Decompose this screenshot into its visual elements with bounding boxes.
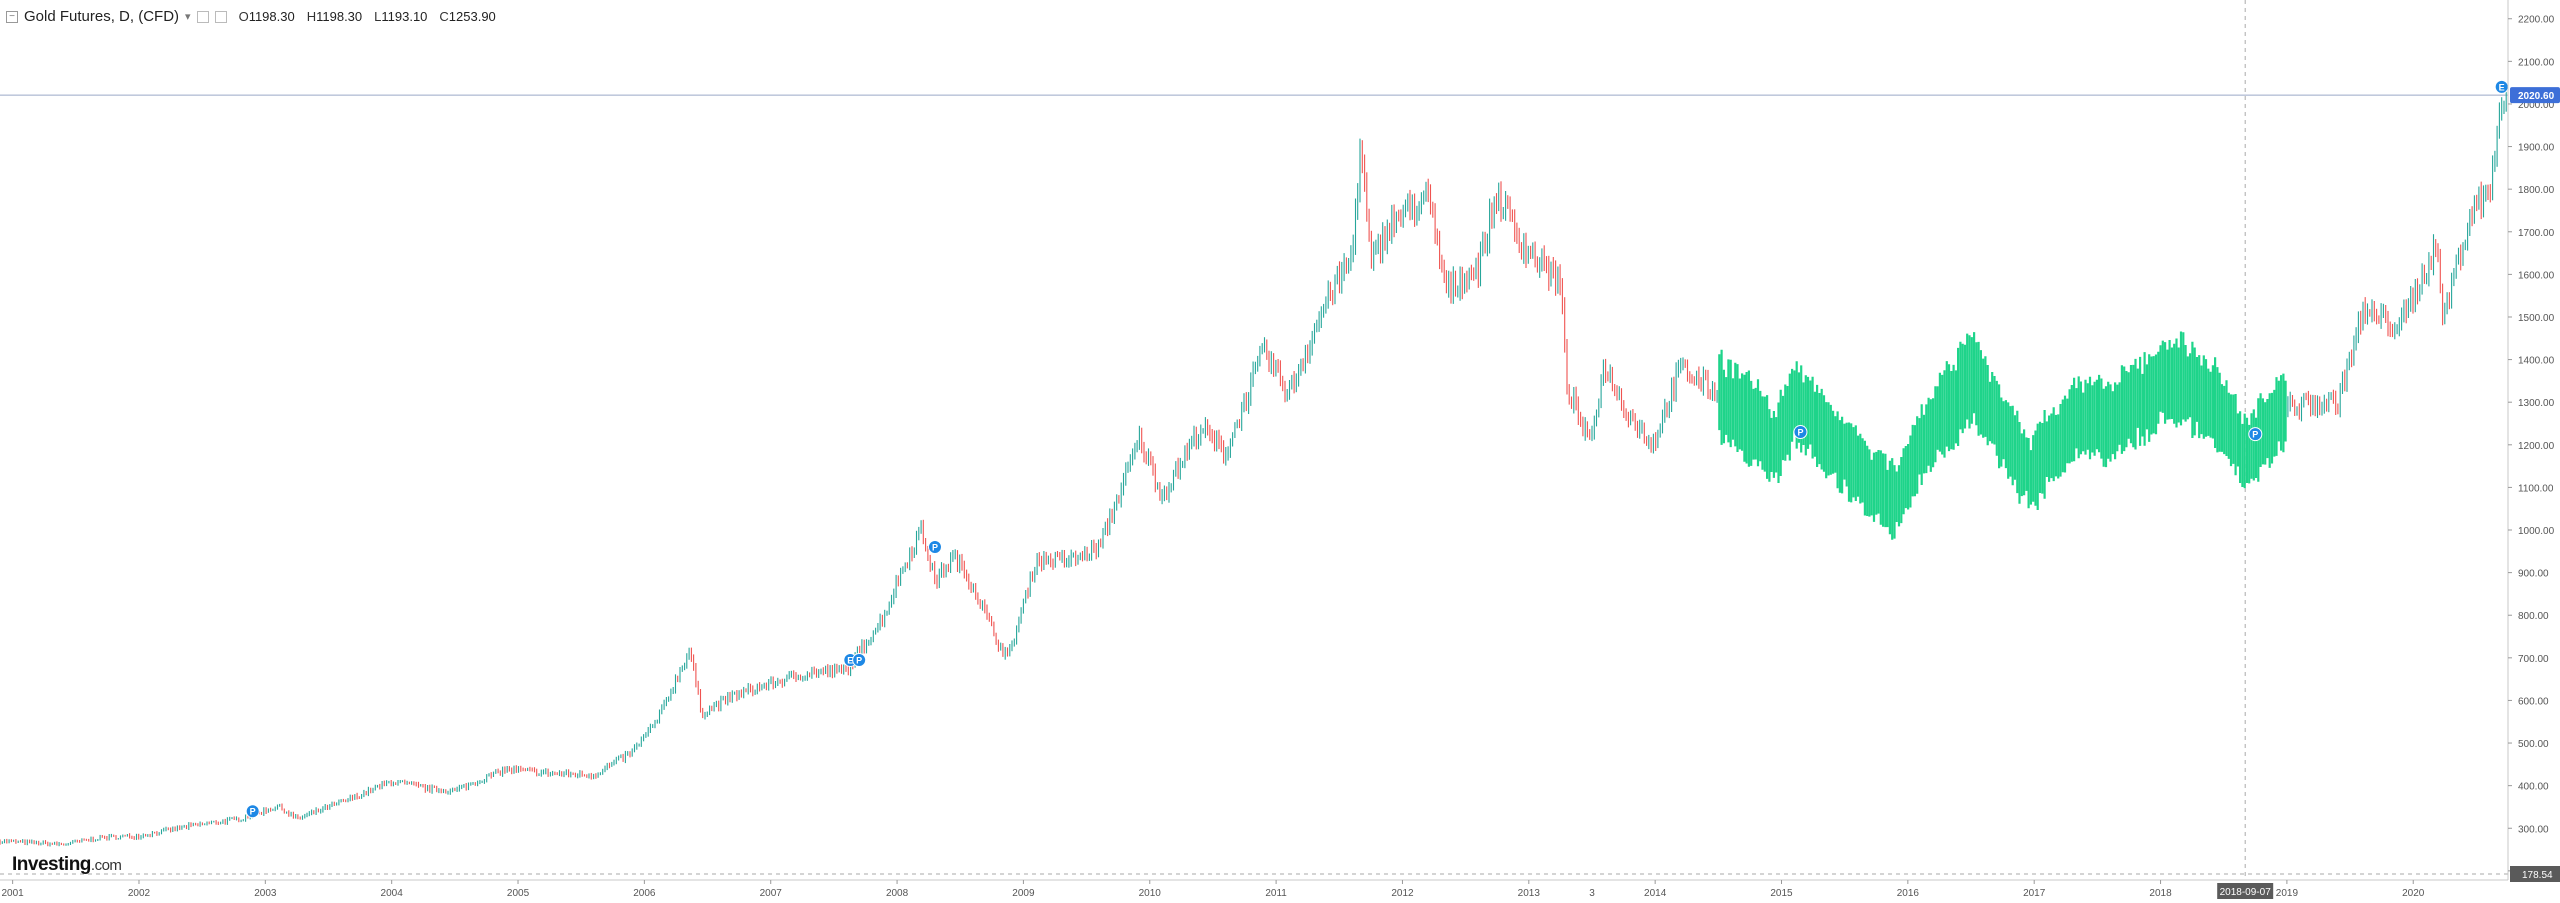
price-tick-label: 1400.00 [2518,356,2555,367]
current-price-label: 2020.60 [2518,91,2555,102]
dropdown-icon[interactable]: ▾ [185,11,191,23]
time-tick-label: 2002 [128,888,151,899]
price-tick-label: 2200.00 [2518,15,2555,26]
time-tick-label: 2009 [1012,888,1035,899]
price-tick-label: 1300.00 [2518,398,2555,409]
time-tick-label: 2017 [2023,888,2046,899]
time-tick-label: 2008 [886,888,909,899]
price-tick-label: 400.00 [2518,782,2549,793]
time-tick-label: 2012 [1391,888,1414,899]
candlestick-series [0,90,2507,847]
price-tick-label: 2000.00 [2518,100,2555,111]
event-marker-label: E [847,655,853,665]
crosshair-date-label: 2018-09-07 [2220,887,2272,898]
price-axis[interactable] [2508,0,2560,903]
price-tick-label: 1600.00 [2518,270,2555,281]
time-tick-label: 2011 [1265,888,1287,899]
event-marker-label: P [1797,428,1803,438]
event-marker[interactable]: P [927,540,942,555]
time-tick-label: 2007 [760,888,783,899]
symbol-title[interactable]: Gold Futures, D, (CFD) [24,8,180,25]
time-tick-label: 2010 [1139,888,1162,899]
event-marker-label: E [2499,82,2505,92]
ohlc-high: H1198.30 [306,9,363,24]
time-tick-label: 2018 [2149,888,2172,899]
price-tick-label: 1200.00 [2518,441,2555,452]
time-tick-label: 2020 [2402,888,2425,899]
time-tick-label: 2006 [633,888,656,899]
event-marker[interactable]: P [852,652,867,667]
ohlc-open: O1198.30 [238,9,295,24]
price-tick-label: 1700.00 [2518,228,2555,239]
price-tick-label: 500.00 [2518,739,2549,750]
price-tick-label: 700.00 [2518,654,2549,665]
event-marker[interactable]: P [2248,427,2263,442]
collapse-icon[interactable]: − [6,10,18,23]
price-tick-label: 1800.00 [2518,185,2555,196]
time-axis-ticks: 2001 2002 2003 2004 2005 2006 2007 2008 2009 2010… [2,880,2425,899]
ohlc-close: C1253.90 [439,9,496,24]
chart-legend: − Gold Futures, D, (CFD) ▾ O1198.30 H119… [6,8,496,25]
time-tick-label: 2005 [507,888,530,899]
axis-value-labels: 2020.60 178.54 2018-09-07 [2217,87,2560,899]
time-tick-label: 3 [1589,888,1595,899]
crosshair-price-label: 178.54 [2522,870,2553,881]
price-tick-label: 900.00 [2518,569,2549,580]
time-tick-label: 2019 [2276,888,2299,899]
price-tick-label: 800.00 [2518,611,2549,622]
event-marker[interactable]: E [2494,79,2509,94]
time-tick-label: 2003 [254,888,277,899]
event-markers[interactable]: PE PPP PE [245,79,2509,819]
time-tick-label: 2013 [1518,888,1541,899]
current-price-badge [2510,87,2560,104]
event-marker-label: P [856,655,862,665]
time-tick-label: 2015 [1770,888,1793,899]
time-tick-label: 2016 [1897,888,1920,899]
event-marker-label: P [932,543,938,553]
event-marker[interactable]: P [1793,425,1808,440]
time-tick-label: 2014 [1644,888,1667,899]
price-tick-label: 1100.00 [2518,483,2554,494]
time-tick-label: 2004 [381,888,404,899]
event-marker-label: P [250,807,256,817]
price-tick-label: 1000.00 [2518,526,2555,537]
price-axis-ticks: 200.00300.00400.00500.00600.00700.00800.… [2508,15,2555,878]
event-marker-label: P [2252,430,2258,440]
event-marker[interactable]: P [245,804,260,819]
price-tick-label: 300.00 [2518,824,2549,835]
crosshair-date-badge [2217,883,2274,899]
ohlc-low: L1193.10 [374,9,428,24]
price-tick-label: 2100.00 [2518,57,2555,68]
settings-icon[interactable] [196,10,209,23]
time-tick-label: 2001 [2,888,25,899]
investing-logo: Investing.com [12,854,122,875]
price-tick-label: 600.00 [2518,696,2549,707]
price-tick-label: 1900.00 [2518,143,2555,154]
crosshair-price-badge [2510,866,2560,882]
close-icon[interactable] [214,10,227,23]
price-tick-label: 1500.00 [2518,313,2555,324]
